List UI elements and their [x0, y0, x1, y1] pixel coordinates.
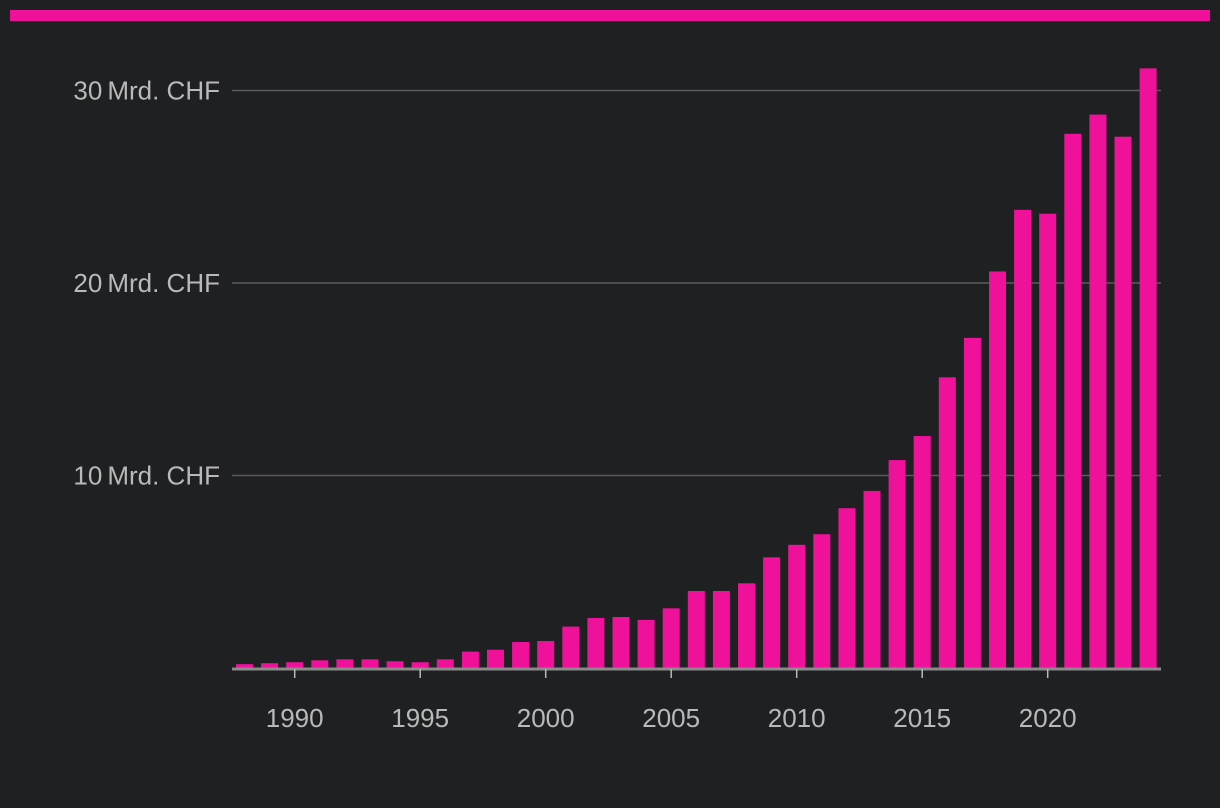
bar-1995 [411, 662, 429, 668]
bar-2003 [612, 616, 630, 668]
bar-1991 [311, 660, 329, 668]
bar-2006 [687, 591, 705, 668]
bar-2007 [712, 591, 730, 668]
bar-1997 [461, 651, 479, 668]
x-tick-label-1990: 1990 [266, 703, 324, 733]
bar-2015 [913, 436, 931, 668]
y-tick-unit: Mrd. CHF [107, 268, 220, 298]
x-tick-label-1995: 1995 [391, 703, 449, 733]
x-tick-label-2010: 2010 [768, 703, 826, 733]
bar-2016 [938, 377, 956, 668]
bar-2005 [662, 608, 680, 668]
y-tick-label-20: 20 Mrd. CHF [73, 268, 220, 298]
x-tick-label-2020: 2020 [1019, 703, 1077, 733]
bar-1990 [286, 662, 304, 668]
top-accent-bar [10, 10, 1210, 21]
x-tick-label-2000: 2000 [517, 703, 575, 733]
y-tick-unit: Mrd. CHF [107, 76, 220, 106]
bar-2018 [989, 271, 1006, 668]
bar-2010 [788, 544, 806, 668]
bar-2013 [863, 490, 881, 668]
bar-2008 [738, 583, 755, 668]
y-tick-number: 20 [73, 268, 102, 298]
y-tick-unit: Mrd. CHF [107, 461, 220, 491]
bar-2000 [537, 641, 555, 668]
gridlines [232, 89, 1161, 477]
bar-2021 [1064, 133, 1082, 668]
bar-1989 [261, 663, 279, 668]
x-tick-label-2015: 2015 [893, 703, 951, 733]
bar-2024 [1139, 68, 1157, 669]
bar-1993 [361, 659, 379, 668]
y-tick-label-30: 30 Mrd. CHF [73, 76, 220, 106]
bar-2020 [1039, 213, 1057, 668]
bar-2009 [763, 557, 781, 668]
bar-2002 [587, 617, 605, 668]
x-axis-labels: 1990 1995 2000 2005 2010 2015 2020 [266, 703, 1077, 733]
bar-2004 [637, 619, 655, 669]
bar-2023 [1114, 136, 1132, 668]
bar-2001 [562, 626, 580, 668]
y-tick-label-10: 10 Mrd. CHF [73, 461, 220, 491]
x-tick-label-2005: 2005 [642, 703, 700, 733]
bar-2012 [838, 508, 856, 668]
bar-2011 [813, 534, 831, 668]
y-tick-number: 30 [73, 76, 102, 106]
bar-2022 [1089, 114, 1107, 668]
x-axis [232, 667, 1161, 678]
bar-1994 [386, 661, 404, 668]
bar-2019 [1014, 209, 1032, 668]
bar-1988 [236, 664, 253, 668]
y-tick-number: 10 [73, 461, 102, 491]
bars [236, 68, 1157, 669]
bar-1998 [487, 649, 504, 668]
bar-2014 [888, 460, 906, 668]
bar-2017 [963, 337, 981, 668]
bar-1992 [336, 659, 354, 668]
bar-1996 [436, 659, 454, 668]
bar-1999 [512, 642, 530, 668]
